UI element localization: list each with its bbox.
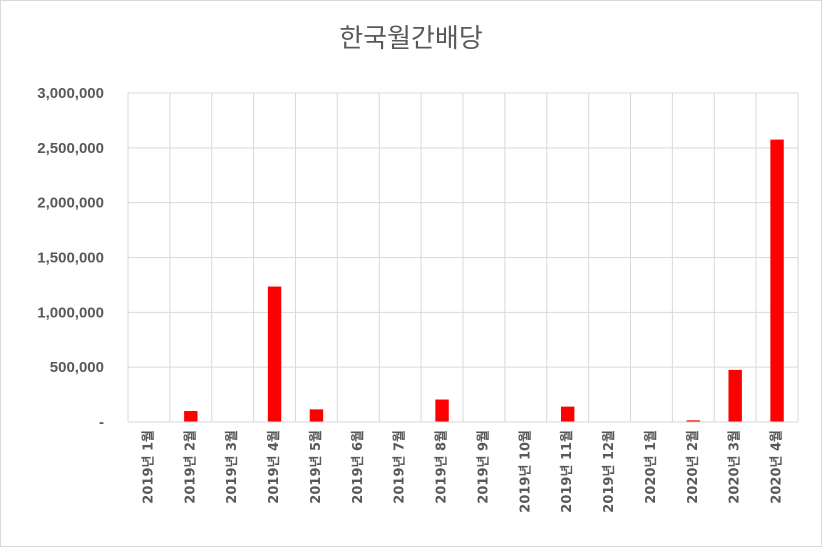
x-tick-label: 2019년 2월 bbox=[182, 430, 198, 504]
bars bbox=[184, 139, 784, 422]
x-tick-label: 2020년 4월 bbox=[769, 430, 785, 504]
x-tick-label: 2019년 11월 bbox=[559, 430, 575, 513]
x-tick-label: 2019년 7월 bbox=[392, 430, 408, 504]
y-tick-label: 500,000 bbox=[50, 359, 104, 376]
y-tick-label: - bbox=[99, 414, 104, 431]
x-tick-label: 2019년 12월 bbox=[601, 430, 617, 513]
bar bbox=[435, 399, 449, 422]
x-tick-label: 2019년 1월 bbox=[140, 430, 156, 504]
bar bbox=[560, 406, 575, 422]
x-tick-label: 2020년 1월 bbox=[643, 430, 659, 504]
x-tick-label: 2019년 3월 bbox=[224, 430, 240, 504]
bar bbox=[184, 411, 198, 422]
bar bbox=[267, 286, 282, 422]
bar bbox=[309, 409, 324, 422]
y-tick-label: 2,500,000 bbox=[37, 140, 104, 157]
y-axis-ticks: - 500,000 1,000,000 1,500,000 2,000,000 2,500… bbox=[37, 85, 104, 431]
y-tick-label: 1,000,000 bbox=[37, 304, 104, 321]
x-tick-label: 2019년 9월 bbox=[475, 430, 491, 504]
y-tick-label: 2,000,000 bbox=[37, 195, 104, 212]
bar bbox=[728, 369, 742, 422]
x-tick-label: 2019년 5월 bbox=[308, 430, 324, 504]
x-tick-label: 2020년 3월 bbox=[727, 430, 743, 504]
gridlines bbox=[127, 92, 799, 422]
y-tick-label: 1,500,000 bbox=[37, 250, 104, 267]
x-tick-label: 2019년 6월 bbox=[350, 430, 366, 504]
bar bbox=[686, 420, 701, 422]
x-tick-label: 2020년 2월 bbox=[685, 430, 701, 504]
x-axis-ticks: 2019년 1월 2019년 2월 2019년 3월 2019년 4월 2019년 5월… bbox=[140, 430, 784, 513]
x-tick-label: 2019년 8월 bbox=[434, 430, 450, 504]
bar bbox=[770, 139, 784, 422]
chart-title: 한국월간배당 bbox=[339, 24, 483, 54]
x-tick-label: 2019년 10월 bbox=[517, 430, 533, 513]
y-tick-label: 3,000,000 bbox=[37, 85, 104, 102]
x-tick-label: 2019년 4월 bbox=[266, 430, 282, 504]
